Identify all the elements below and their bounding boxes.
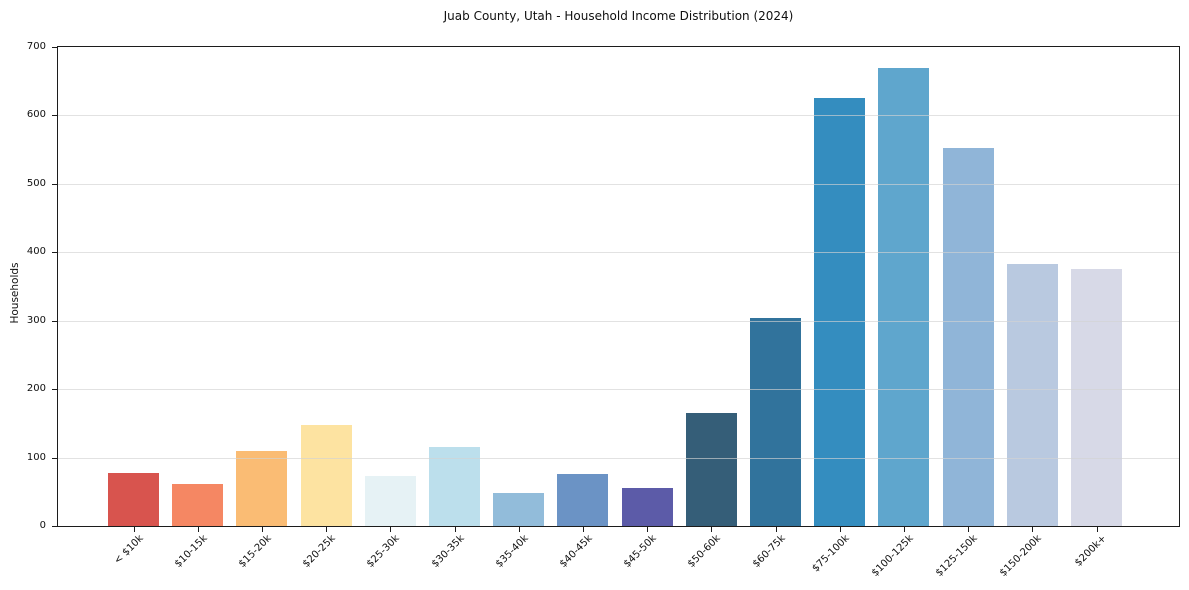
x-tick-label: < $10k — [111, 533, 146, 567]
gridline-500 — [58, 183, 1179, 185]
x-tick-label: $35-40k — [493, 533, 531, 570]
bar-100-125k — [878, 67, 930, 526]
x-tick-mark — [197, 527, 199, 532]
x-tick-label: $150-200k — [998, 533, 1045, 579]
y-tick-label-200: 200 — [26, 383, 46, 395]
bar-40-45k — [557, 474, 609, 526]
x-tick-label: $75-100k — [810, 533, 852, 575]
y-tick-mark-0 — [52, 526, 57, 527]
y-tick-mark-600 — [52, 115, 57, 117]
x-tick-mark — [518, 527, 520, 532]
x-tick-label: $25-30k — [365, 533, 403, 570]
y-tick-label-600: 600 — [26, 109, 46, 121]
x-tick-mark — [711, 527, 713, 532]
bar-20-25k — [300, 425, 352, 526]
y-tick-label-0: 0 — [39, 520, 46, 531]
y-tick-label-500: 500 — [26, 177, 46, 189]
x-tick-mark — [261, 527, 263, 532]
y-tick-mark-400 — [52, 252, 57, 254]
bar-35-40k — [493, 493, 545, 526]
x-tick-mark — [582, 527, 584, 532]
bar-30-35k — [429, 446, 480, 526]
bar-50-60k — [685, 413, 737, 526]
x-tick-label: $45-50k — [621, 533, 659, 570]
y-tick-label-300: 300 — [26, 314, 46, 326]
x-tick-label: $60-75k — [750, 533, 788, 570]
x-tick-label: $200k+ — [1072, 533, 1109, 569]
y-tick-mark-500 — [52, 183, 57, 185]
y-tick-label-400: 400 — [26, 246, 46, 258]
bar-75-100k — [814, 98, 866, 526]
bar-25-30k — [364, 476, 416, 526]
x-tick-label: $20-25k — [300, 533, 338, 570]
bar-10k — [108, 472, 159, 526]
y-tick-label-700: 700 — [26, 41, 46, 52]
x-tick-mark — [968, 527, 970, 532]
x-tick-mark — [454, 527, 456, 532]
y-tick-mark-200 — [52, 389, 57, 391]
bar-200k+ — [1071, 268, 1122, 526]
y-tick-mark-100 — [52, 457, 57, 459]
x-tick-mark — [839, 527, 841, 532]
x-tick-mark — [775, 527, 777, 532]
x-tick-label: $10-15k — [172, 533, 210, 570]
x-tick-mark — [903, 527, 905, 532]
bar-150-200k — [1006, 263, 1058, 526]
y-tick-label-100: 100 — [26, 451, 46, 463]
x-tick-mark — [1096, 527, 1098, 532]
y-tick-mark-700 — [52, 47, 57, 48]
bar-60-75k — [750, 317, 801, 526]
x-tick-label: $15-20k — [236, 533, 274, 570]
x-tick-label: $40-45k — [557, 533, 595, 570]
x-tick-label: $30-35k — [429, 533, 467, 570]
gridline-600 — [58, 115, 1179, 117]
x-tick-mark — [133, 527, 135, 532]
x-tick-mark — [647, 527, 649, 532]
x-tick-label: $50-60k — [686, 533, 724, 570]
bar-10-15k — [172, 483, 224, 526]
plot-area — [57, 46, 1180, 527]
bar-15-20k — [236, 450, 288, 526]
x-tick-mark — [326, 527, 328, 532]
x-tick-label: $125-150k — [933, 533, 980, 579]
y-tick-mark-300 — [52, 320, 57, 322]
x-tick-mark — [1032, 527, 1034, 532]
bar-125-150k — [942, 148, 994, 526]
bar-45-50k — [621, 487, 673, 526]
x-tick-label: $100-125k — [869, 533, 916, 579]
chart-title: Juab County, Utah - Household Income Dis… — [443, 9, 794, 23]
x-tick-mark — [390, 527, 392, 532]
gridline-400 — [58, 252, 1179, 254]
